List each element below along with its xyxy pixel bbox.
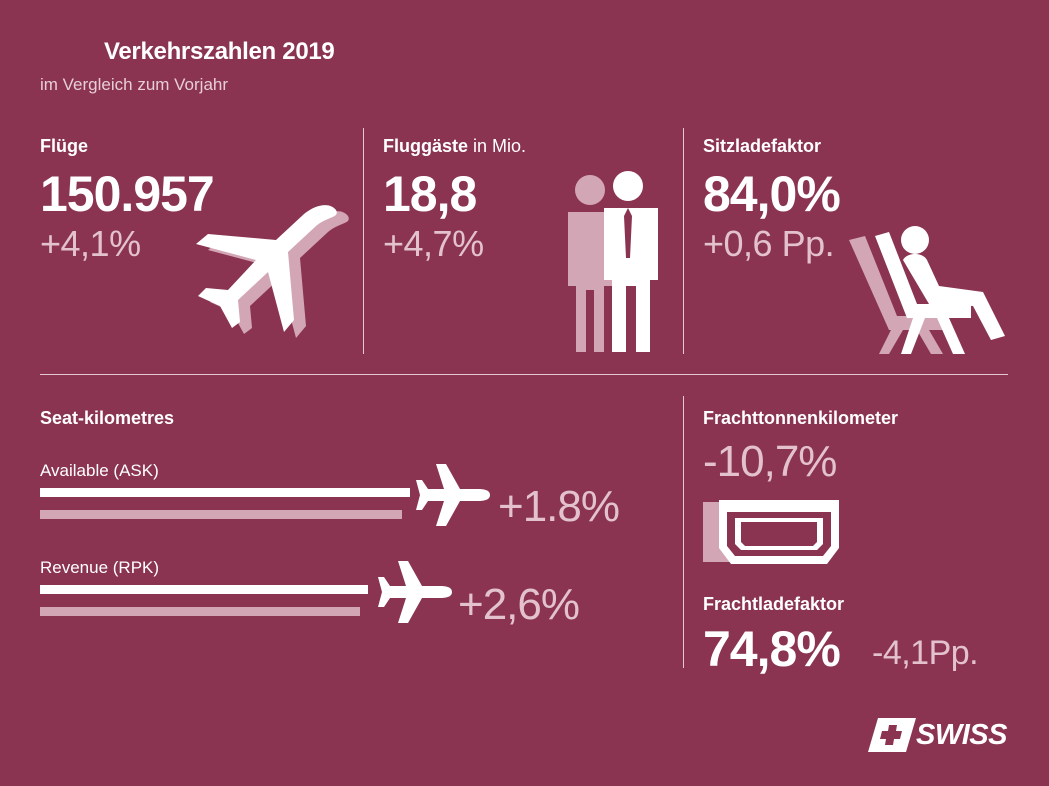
kpi-seatload-label: Sitzladefaktor — [703, 136, 822, 156]
cargo-container-icon — [703, 500, 839, 564]
ask-label: Available (ASK) — [40, 461, 159, 480]
cargo-tonnage-delta: -10,7% — [703, 437, 837, 486]
ask-airplane-icon — [416, 464, 490, 526]
divider-2 — [683, 128, 684, 354]
divider-1 — [363, 128, 364, 354]
kpi-flights-delta: +4,1% — [40, 223, 141, 264]
page-title: Verkehrszahlen 2019 — [104, 38, 335, 65]
ask-bar — [40, 488, 410, 497]
page-subtitle: im Vergleich zum Vorjahr — [40, 75, 229, 94]
rpk-airplane-icon — [378, 561, 452, 623]
kpi-flights-value: 150.957 — [40, 166, 215, 222]
kpi-passengers-delta: +4,7% — [383, 223, 484, 264]
kpi-seatload-delta: +0,6 Pp. — [703, 223, 835, 264]
rpk-bar — [40, 585, 368, 594]
rpk-delta: +2,6% — [458, 580, 580, 629]
cargo-load-delta: -4,1Pp. — [872, 634, 979, 672]
swiss-cross-icon — [868, 718, 916, 752]
cargo-load-value: 74,8% — [703, 621, 841, 677]
ask-delta: +1.8% — [498, 482, 620, 531]
cargo-tonnage-label: Frachttonnenkilometer — [703, 408, 899, 428]
ask-bar-previous — [40, 510, 402, 519]
brand-logo-text: SWISS — [916, 719, 1007, 751]
divider-horizontal — [40, 374, 1008, 375]
airplane-icon — [196, 205, 349, 338]
divider-3 — [683, 396, 684, 668]
kpi-seatload-value: 84,0% — [703, 166, 841, 222]
kpi-flights-label: Flüge — [40, 136, 88, 156]
seatkm-title: Seat-kilometres — [40, 408, 175, 428]
rpk-bar-previous — [40, 607, 360, 616]
rpk-label: Revenue (RPK) — [40, 558, 160, 577]
kpi-passengers-label: Fluggäste in Mio. — [383, 136, 527, 156]
passengers-icon — [568, 171, 658, 352]
seated-passenger-icon — [849, 226, 1005, 354]
kpi-passengers-value: 18,8 — [383, 166, 477, 222]
cargo-load-label: Frachtladefaktor — [703, 594, 845, 614]
